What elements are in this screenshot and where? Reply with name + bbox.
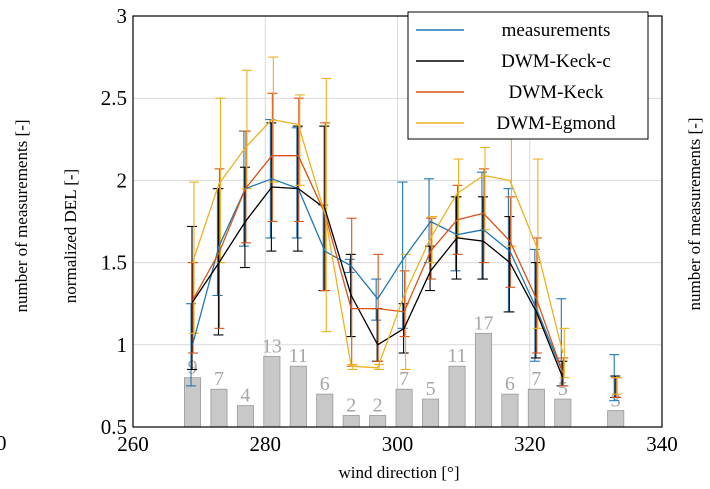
left-count-axis-label: number of measurements [-]: [12, 119, 31, 312]
y-tick-label-2: 1.5: [101, 251, 127, 275]
y-tick-labels: 0.5 1 1.5 2 2.5 3: [101, 4, 127, 439]
legend-label-0: measurements: [502, 20, 611, 41]
count-label-6: 2: [346, 394, 356, 416]
right-count-axis-label: number of measurements [-]: [685, 117, 704, 310]
y-axis-label: normalized DEL [-]: [61, 169, 80, 303]
series-lines: [191, 118, 564, 378]
series-line-2: [191, 155, 564, 373]
count-bar-12: [501, 393, 519, 428]
y-tick-label-0: 0.5: [101, 415, 127, 439]
count-bar-3: [263, 355, 281, 428]
legend-box: [407, 11, 649, 140]
error-bars: [186, 56, 623, 402]
count-bar-8: [395, 388, 413, 428]
count-bar-5: [316, 393, 334, 428]
count-bar-7: [369, 415, 387, 428]
y-tick-label-1: 1: [117, 333, 128, 357]
count-label-10: 11: [447, 345, 466, 367]
count-bar-15: [607, 410, 625, 428]
count-label-1: 7: [214, 368, 224, 390]
plot-frame: [132, 15, 663, 428]
count-label-2: 4: [240, 385, 250, 407]
x-tick-labels: 260 280 300 320 340: [117, 432, 678, 456]
count-label-14: 5: [558, 378, 568, 400]
x-tick-label-1: 280: [250, 432, 282, 456]
series-line-3: [191, 118, 564, 369]
count-bar-13: [527, 388, 545, 428]
y-tick-label-5: 3: [117, 4, 128, 28]
count-label-9: 5: [426, 378, 436, 400]
y-tick-label-3: 2: [117, 168, 128, 192]
series-line-1: [191, 186, 564, 378]
count-bar-2: [236, 405, 254, 428]
series-line-0: [191, 178, 564, 373]
x-tick-label-4: 340: [646, 432, 678, 456]
count-bar-11: [474, 332, 492, 428]
count-bar-0: [183, 377, 202, 428]
left-edge-tick-label: 0: [0, 431, 7, 455]
count-label-3: 13: [262, 335, 282, 357]
count-label-13: 7: [531, 368, 541, 390]
legend-label-1: DWM-Keck-c: [501, 51, 611, 72]
count-label-8: 7: [399, 368, 409, 390]
count-bar-1: [210, 388, 228, 428]
x-tick-label-2: 300: [382, 432, 414, 456]
count-bar-9: [422, 398, 440, 428]
x-tick-label-0: 260: [117, 432, 149, 456]
count-bar-14: [554, 398, 572, 428]
count-bar-10: [448, 365, 466, 428]
legend-label-3: DWM-Egmond: [496, 113, 616, 134]
count-bar-6: [342, 415, 360, 428]
count-label-4: 11: [289, 345, 308, 367]
count-label-5: 6: [320, 373, 330, 395]
legend: measurements DWM-Keck-c DWM-Keck DWM-Egmond: [407, 11, 649, 140]
count-label-7: 2: [373, 394, 383, 416]
count-label-11: 17: [473, 312, 493, 334]
count-bar-4: [289, 365, 307, 428]
legend-label-2: DWM-Keck: [509, 82, 604, 103]
count-label-12: 6: [505, 373, 515, 395]
x-axis-label: wind direction [°]: [338, 463, 459, 482]
y-tick-label-4: 2.5: [101, 86, 127, 110]
x-tick-label-3: 320: [514, 432, 546, 456]
